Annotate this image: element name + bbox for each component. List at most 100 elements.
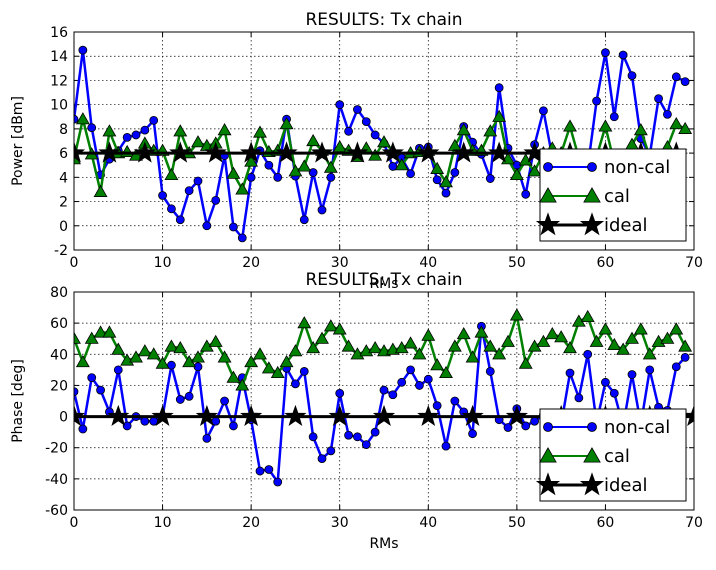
non-cal-point: [503, 423, 513, 432]
y-tick-label: 16: [50, 25, 68, 41]
cal-point: [74, 331, 81, 344]
y-tick-label: 0: [59, 410, 68, 426]
non-cal-point: [308, 432, 318, 442]
non-cal-point: [184, 186, 194, 196]
x-tick-label: 70: [685, 255, 703, 271]
non-cal-point: [485, 367, 495, 376]
cal-point: [607, 337, 622, 351]
cal-point: [625, 331, 639, 344]
ideal-point: [682, 404, 694, 427]
non-cal-point: [539, 106, 548, 116]
cal-point: [306, 341, 321, 354]
x-tick-label: 70: [685, 515, 703, 531]
x-tick-label: 20: [242, 515, 260, 531]
non-cal-point: [344, 126, 353, 136]
non-cal-point: [237, 233, 247, 243]
non-cal-point: [326, 446, 336, 456]
cal-point: [208, 334, 223, 347]
cal-point: [580, 309, 595, 323]
x-tick-label: 30: [331, 255, 349, 271]
non-cal-point: [521, 189, 531, 199]
legend-non-cal-marker: [543, 162, 553, 172]
y-tick-label: 0: [59, 219, 68, 235]
cal-point: [270, 365, 285, 379]
legend-non-cal-marker: [543, 422, 553, 432]
cal-point: [341, 339, 356, 352]
non-cal-point: [140, 416, 150, 426]
non-cal-point: [158, 191, 167, 200]
cal-point: [447, 339, 462, 352]
cal-point: [306, 133, 321, 147]
legend-cal-marker: [539, 447, 557, 463]
y-tick-label: -60: [45, 503, 68, 519]
non-cal-point: [406, 365, 415, 375]
non-cal-point: [379, 385, 389, 395]
y-tick-label: 80: [50, 285, 68, 301]
non-cal-point: [601, 377, 610, 387]
cal-point: [669, 322, 684, 335]
x-tick-label: 10: [154, 515, 172, 531]
legend-ideal-marker: [535, 212, 561, 236]
x-tick-label: 30: [331, 515, 349, 531]
non-cal-point: [299, 215, 309, 225]
x-tick-label: 60: [597, 255, 615, 271]
cal-point: [474, 325, 489, 338]
cal-point: [518, 356, 533, 369]
phase-chart: 0 10 20 30 40 50 60 70 -60 -40 -20 0 20 40 60 80 RMs no…: [10, 270, 703, 552]
x-tick-label: 40: [419, 255, 437, 271]
x-tick-label: 20: [242, 255, 260, 271]
non-cal-point: [299, 367, 309, 376]
non-cal-point: [113, 365, 123, 375]
non-cal-point: [175, 395, 185, 404]
non-cal-point: [388, 162, 398, 171]
y-tick-label: 10: [50, 98, 68, 114]
cal-point: [509, 167, 524, 180]
non-cal-point: [565, 368, 575, 378]
phase-plot-area: [74, 308, 694, 487]
legend-cal-marker: [539, 187, 557, 203]
cal-point: [129, 350, 143, 363]
legend-non-cal-marker: [587, 422, 597, 432]
y-tick-label: 8: [59, 122, 68, 138]
non-cal-point: [74, 114, 79, 124]
non-cal-point: [74, 387, 79, 397]
ideal-point: [98, 141, 121, 163]
non-cal-point: [246, 172, 256, 182]
power-axes-frame: [73, 31, 695, 251]
y-tick-label: -40: [45, 472, 68, 488]
legend-non-cal-label: non-cal: [604, 417, 670, 438]
non-cal-point: [370, 130, 380, 140]
ideal-point: [372, 404, 396, 427]
power-legend: non-cal cal ideal: [535, 148, 687, 242]
non-cal-point: [229, 222, 238, 232]
legend-ideal-marker: [579, 212, 605, 236]
cal-point: [492, 347, 507, 360]
ideal-point: [461, 404, 484, 427]
phase-y-axis-label: Phase [deg]: [10, 359, 26, 443]
cal-point: [669, 116, 684, 130]
cal-point: [164, 339, 179, 352]
cal-point: [439, 365, 453, 379]
non-cal-point: [361, 117, 371, 127]
non-cal-point: [680, 77, 690, 87]
cal-point: [173, 124, 188, 137]
phase-legend: non-cal cal ideal: [535, 408, 687, 502]
non-cal-point: [574, 393, 584, 403]
cal-point: [377, 135, 391, 148]
non-cal-point: [521, 421, 531, 431]
phase-axes-frame: [73, 291, 695, 511]
non-cal-point: [326, 172, 336, 182]
ideal-point: [107, 404, 130, 427]
non-cal-point: [202, 433, 212, 443]
cal-point: [394, 158, 409, 171]
legend-cal-label: cal: [604, 446, 630, 467]
legend-cal-label: cal: [604, 186, 630, 207]
non-cal-point: [432, 401, 442, 411]
x-tick-label: 10: [154, 255, 172, 271]
non-cal-point: [627, 71, 637, 80]
cal-series: [74, 308, 693, 391]
cal-point: [253, 125, 267, 138]
cal-point: [235, 182, 250, 195]
ideal-point: [284, 404, 307, 427]
ideal-point: [488, 141, 511, 163]
